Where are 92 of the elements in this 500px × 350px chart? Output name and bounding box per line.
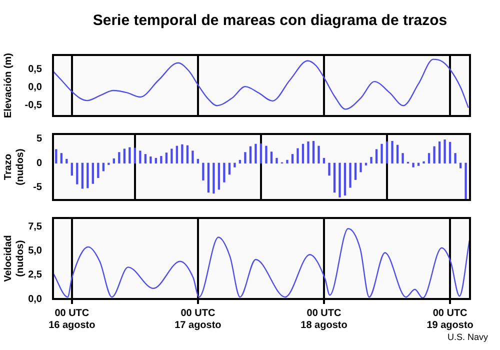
bar <box>186 145 189 164</box>
bar <box>318 146 320 164</box>
bar <box>123 148 126 164</box>
bar <box>139 150 142 164</box>
bar <box>412 162 414 168</box>
bar <box>112 158 115 164</box>
bar <box>154 158 158 164</box>
bar <box>244 152 246 164</box>
bar <box>196 158 200 164</box>
bar <box>212 162 215 194</box>
bar <box>307 141 310 164</box>
y-tick-label: 2,5 <box>28 270 42 281</box>
bar <box>428 153 430 164</box>
bar <box>386 141 388 164</box>
bar <box>360 162 362 172</box>
bar <box>86 162 89 188</box>
bar <box>333 162 336 193</box>
x-tick-label: 00 UTC 18 agosto <box>300 308 348 331</box>
bar <box>454 153 456 164</box>
bar <box>181 144 184 164</box>
text: U.S. Navy <box>447 332 488 342</box>
y-tick-label: 0,0 <box>28 82 42 94</box>
bar <box>444 139 446 164</box>
bar <box>354 162 357 180</box>
bar <box>459 162 462 168</box>
bar <box>118 152 120 164</box>
y-tick-label: -0,5 <box>24 100 42 111</box>
bar <box>165 152 168 164</box>
bar <box>338 162 341 198</box>
bar <box>192 150 194 164</box>
bar <box>60 153 62 164</box>
bar <box>391 140 394 164</box>
bar <box>218 162 220 190</box>
bar <box>176 146 178 164</box>
bar <box>128 147 131 164</box>
bar <box>223 162 226 182</box>
bar <box>302 144 304 164</box>
chart-title: Serie temporal de mareas con diagrama de trazos <box>92 12 448 29</box>
y-tick-label: 0,5 <box>28 64 42 76</box>
bar <box>92 162 94 184</box>
bar <box>328 162 330 176</box>
y-tick-label: -5 <box>33 182 42 194</box>
bar <box>228 162 231 175</box>
bar <box>55 149 58 164</box>
bar <box>81 162 84 189</box>
y-axis-title: Elevación (m) <box>2 52 14 118</box>
y-tick-label: 5,0 <box>28 246 42 257</box>
bar <box>349 162 352 188</box>
bar <box>207 162 210 193</box>
bar <box>202 162 204 180</box>
bar <box>322 158 326 164</box>
bar <box>448 142 452 164</box>
bar <box>70 162 73 176</box>
bar <box>291 154 294 164</box>
bar <box>97 162 100 178</box>
y-axis-title: Velocidad (nudos) <box>2 235 26 282</box>
bar <box>260 143 262 164</box>
bar <box>364 162 368 166</box>
bar <box>396 144 399 164</box>
bar <box>134 148 136 164</box>
bar <box>270 152 273 164</box>
bar <box>402 153 404 164</box>
bar <box>312 140 315 164</box>
y-tick-label: 0,0 <box>28 294 42 305</box>
bar <box>276 158 278 164</box>
bar <box>144 154 147 164</box>
bar <box>433 146 436 164</box>
y-tick-label: 5 <box>36 134 42 145</box>
bar <box>380 144 383 164</box>
y-axis-title: Trazo (nudos) <box>2 148 26 186</box>
bar <box>66 158 68 164</box>
bar <box>249 146 252 164</box>
x-tick-label: 00 UTC 16 agosto <box>48 308 96 331</box>
bar <box>438 141 441 164</box>
bar <box>265 146 268 164</box>
y-tick-label: 0 <box>36 158 42 169</box>
bar <box>254 144 257 164</box>
y-tick-label: 7,5 <box>28 221 42 232</box>
x-tick-label: 00 UTC 17 agosto <box>174 308 222 331</box>
bar <box>286 160 288 164</box>
bar <box>464 162 467 200</box>
x-tick-label: 00 UTC 19 agosto <box>426 308 474 331</box>
bar <box>296 148 299 164</box>
bar <box>234 162 236 168</box>
bar <box>370 156 372 164</box>
bar <box>76 162 78 184</box>
bar <box>375 149 378 164</box>
bar <box>344 162 346 196</box>
bar <box>150 156 152 164</box>
bar <box>170 148 173 164</box>
bar <box>160 156 162 164</box>
bar <box>238 160 242 164</box>
